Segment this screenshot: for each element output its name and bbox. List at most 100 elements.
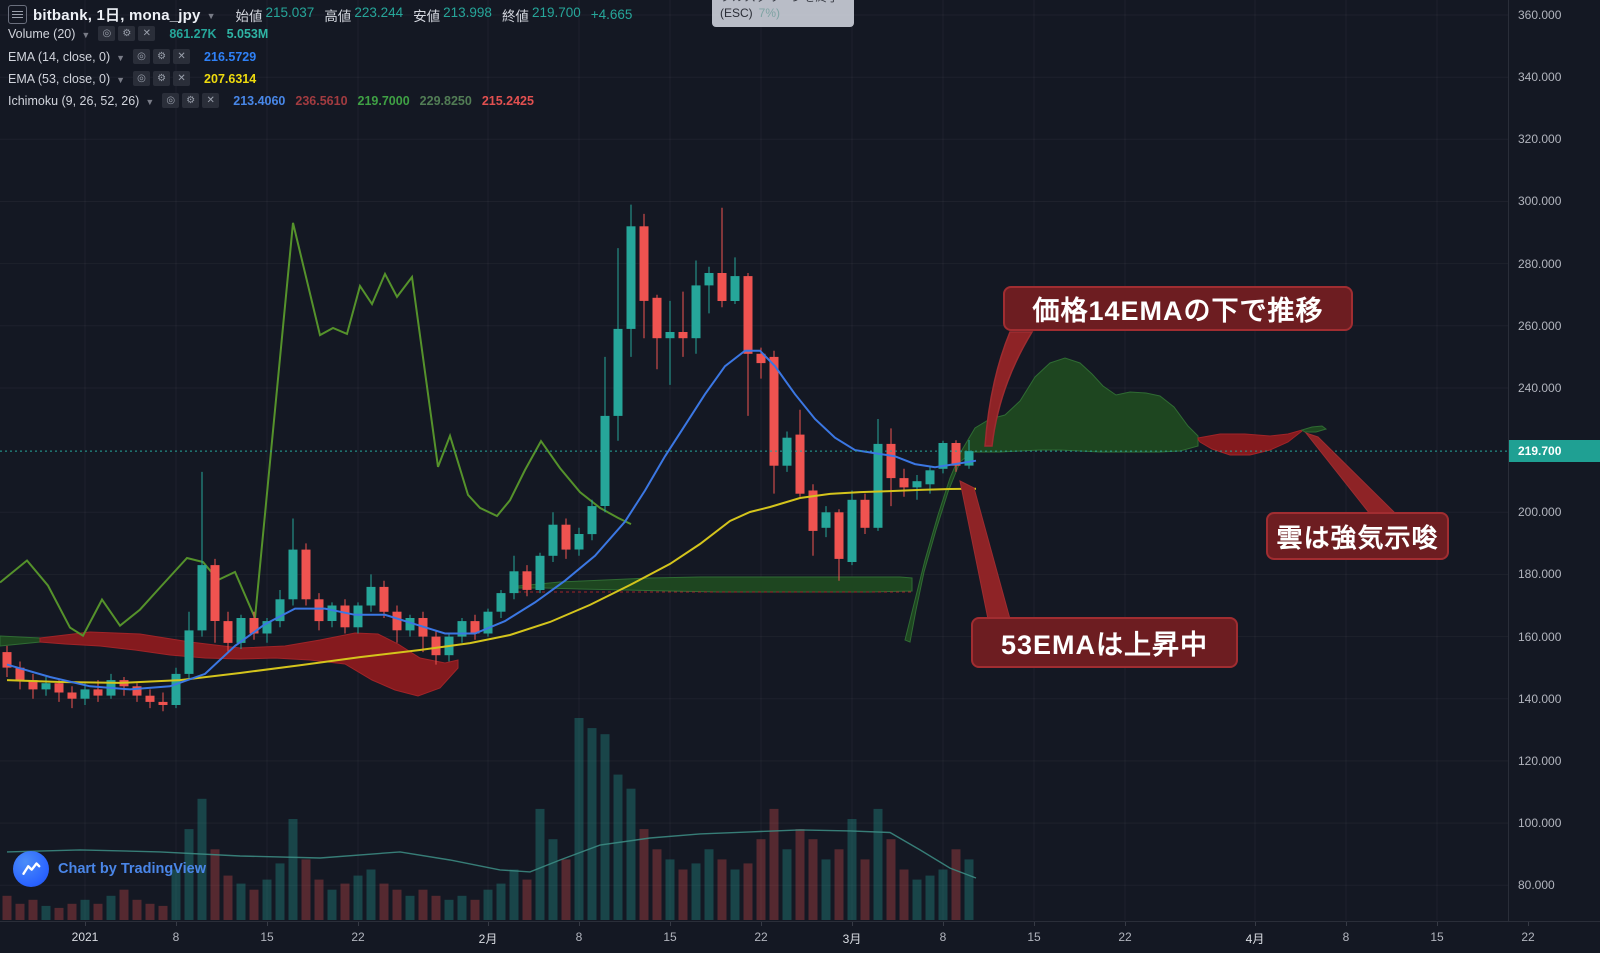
ohlc-item: 高値 223.244 (324, 4, 404, 24)
time-axis-tick (670, 922, 671, 926)
settings-gear-icon[interactable]: ⚙ (118, 26, 136, 41)
time-axis-tick (579, 922, 580, 926)
time-axis-label: 4月 (1245, 932, 1265, 946)
time-axis-label: 8 (939, 930, 947, 944)
visibility-icon[interactable]: ◎ (133, 71, 151, 86)
symbol-header: bitbank, 1日, mona_jpy ▼ 始値 215.037 高値 223.2… (8, 4, 632, 25)
time-axis-tick (358, 922, 359, 926)
time-axis-tick (1528, 922, 1529, 926)
legend-ema53: EMA (53, close, 0) ▼ ◎ ⚙ ✕ 207.6314 (8, 71, 256, 86)
indicator-value: 5.053M (226, 26, 269, 41)
time-axis-tick (943, 922, 944, 926)
time-axis-label: 2月 (478, 932, 498, 946)
legend-ema14: EMA (14, close, 0) ▼ ◎ ⚙ ✕ 216.5729 (8, 49, 256, 64)
close-icon[interactable]: ✕ (173, 49, 191, 64)
time-axis-label: 2021 (71, 930, 99, 944)
indicator-value: 219.7000 (357, 93, 410, 108)
price-axis-label: 280.000 (1518, 256, 1562, 271)
visibility-icon[interactable]: ◎ (162, 93, 180, 108)
price-axis-label: 120.000 (1518, 753, 1562, 768)
annotation-ema53-rising[interactable]: 53EMAは上昇中 (971, 617, 1238, 668)
time-axis-label: 22 (1521, 930, 1535, 944)
time-axis-tick (1034, 922, 1035, 926)
ohlc-item: 安値 213.998 (413, 4, 492, 24)
visibility-icon[interactable]: ◎ (98, 26, 116, 41)
price-axis-label: 260.000 (1518, 318, 1562, 333)
price-axis-label: 80.000 (1518, 878, 1555, 893)
time-axis-label: 15 (260, 930, 274, 944)
chart-canvas[interactable] (0, 0, 1529, 926)
time-axis-tick (85, 922, 86, 926)
chevron-down-icon[interactable]: ▼ (116, 52, 126, 63)
settings-gear-icon[interactable]: ⚙ (153, 71, 171, 86)
time-axis-label: 22 (351, 930, 365, 944)
time-axis-label: 8 (1342, 930, 1350, 944)
price-axis-label: 180.000 (1518, 567, 1562, 582)
indicator-value: 236.5610 (295, 93, 348, 108)
indicator-value: 213.4060 (233, 93, 286, 108)
price-axis[interactable]: 219.700 360.000 340.000 320.000 300.000 280.… (1508, 0, 1600, 921)
menu-icon[interactable] (8, 5, 27, 24)
time-axis-tick (1125, 922, 1126, 926)
time-axis-tick (1437, 922, 1438, 926)
time-axis-tick (761, 922, 762, 926)
indicator-value: 216.5729 (204, 49, 257, 64)
time-axis-label: 8 (172, 930, 180, 944)
price-axis-label: 360.000 (1518, 8, 1562, 22)
chevron-down-icon[interactable]: ▼ (81, 29, 91, 40)
legend-volume: Volume (20) ▼ ◎ ⚙ ✕ 861.27K 5.053M (8, 26, 268, 41)
close-icon[interactable]: ✕ (138, 26, 156, 41)
ohlc-item: 始値 215.037 (235, 4, 315, 24)
price-change: +4.665 (590, 7, 633, 22)
price-axis-label: 160.000 (1518, 629, 1562, 644)
last-price-label: 219.700 (1509, 440, 1600, 463)
change-percent-partial: 7%) (758, 6, 781, 20)
time-axis-label: 22 (754, 930, 768, 944)
time-axis-label: 15 (663, 930, 677, 944)
price-axis-label: 340.000 (1518, 70, 1562, 85)
close-icon[interactable]: ✕ (173, 71, 191, 86)
indicator-name[interactable]: EMA (53, close, 0) (8, 71, 111, 86)
price-axis-label: 240.000 (1518, 380, 1562, 395)
indicator-value: 207.6314 (204, 71, 257, 86)
ohlc-item: 終値 219.700 (501, 4, 581, 24)
indicator-value: 861.27K (169, 26, 217, 41)
tooltip-line1: フルスクリーンを終了 (720, 0, 846, 5)
time-axis-label: 15 (1430, 930, 1444, 944)
annotation-cloud-bullish[interactable]: 雲は強気示唆 (1266, 512, 1449, 560)
time-axis-label: 15 (1027, 930, 1041, 944)
price-axis-label: 200.000 (1518, 505, 1562, 520)
time-axis-tick (488, 922, 489, 926)
chevron-down-icon[interactable]: ▼ (206, 10, 216, 21)
indicator-value: 229.8250 (419, 93, 472, 108)
time-axis-tick (267, 922, 268, 926)
indicator-name[interactable]: Volume (20) (8, 26, 76, 41)
settings-gear-icon[interactable]: ⚙ (153, 49, 171, 64)
annotation-price-below-ema14[interactable]: 価格14EMAの下で推移 (1003, 286, 1353, 331)
price-axis-label: 140.000 (1518, 691, 1562, 706)
time-axis-tick (852, 922, 853, 926)
indicator-name[interactable]: Ichimoku (9, 26, 52, 26) (8, 93, 140, 108)
fullscreen-tooltip: フルスクリーンを終了 (ESC) 7%) (712, 0, 854, 27)
close-icon[interactable]: ✕ (202, 93, 220, 108)
visibility-icon[interactable]: ◎ (133, 49, 151, 64)
tradingview-watermark[interactable]: Chart by TradingView (13, 851, 206, 887)
watermark-text: Chart by TradingView (58, 861, 206, 877)
time-axis[interactable]: 2021 8 15 22 2月 8 15 22 3月 8 15 22 4月 8 15 22 (0, 921, 1600, 953)
tradingview-logo-icon (13, 851, 49, 887)
time-axis-label: 8 (575, 930, 583, 944)
settings-gear-icon[interactable]: ⚙ (182, 93, 200, 108)
ohlc-values: 始値 215.037 高値 223.244 安値 213.998 終値 219.700 (236, 5, 581, 25)
indicator-name[interactable]: EMA (14, close, 0) (8, 49, 111, 64)
price-axis-label: 100.000 (1518, 816, 1562, 831)
price-axis-label: 300.000 (1518, 194, 1562, 209)
symbol-title[interactable]: bitbank, 1日, mona_jpy (33, 7, 201, 24)
chevron-down-icon[interactable]: ▼ (145, 96, 155, 107)
legend-ichimoku: Ichimoku (9, 26, 52, 26) ▼ ◎ ⚙ ✕ 213.4060 236.… (8, 93, 534, 108)
time-axis-label: 22 (1118, 930, 1132, 944)
tooltip-esc: (ESC) (720, 6, 753, 20)
price-axis-label: 320.000 (1518, 132, 1562, 147)
time-axis-tick (176, 922, 177, 926)
chevron-down-icon[interactable]: ▼ (116, 74, 126, 85)
